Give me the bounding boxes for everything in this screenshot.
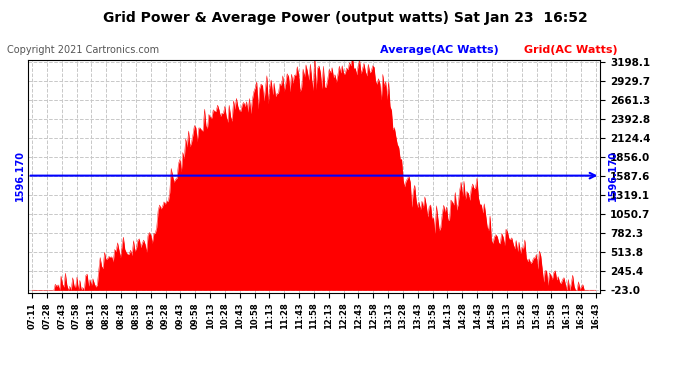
Text: Average(AC Watts): Average(AC Watts) xyxy=(380,45,498,55)
Text: Grid(AC Watts): Grid(AC Watts) xyxy=(524,45,618,55)
Text: Grid Power & Average Power (output watts) Sat Jan 23  16:52: Grid Power & Average Power (output watts… xyxy=(103,11,587,25)
Text: 1596.170: 1596.170 xyxy=(608,150,618,201)
Text: Copyright 2021 Cartronics.com: Copyright 2021 Cartronics.com xyxy=(7,45,159,55)
Text: 1596.170: 1596.170 xyxy=(14,150,25,201)
